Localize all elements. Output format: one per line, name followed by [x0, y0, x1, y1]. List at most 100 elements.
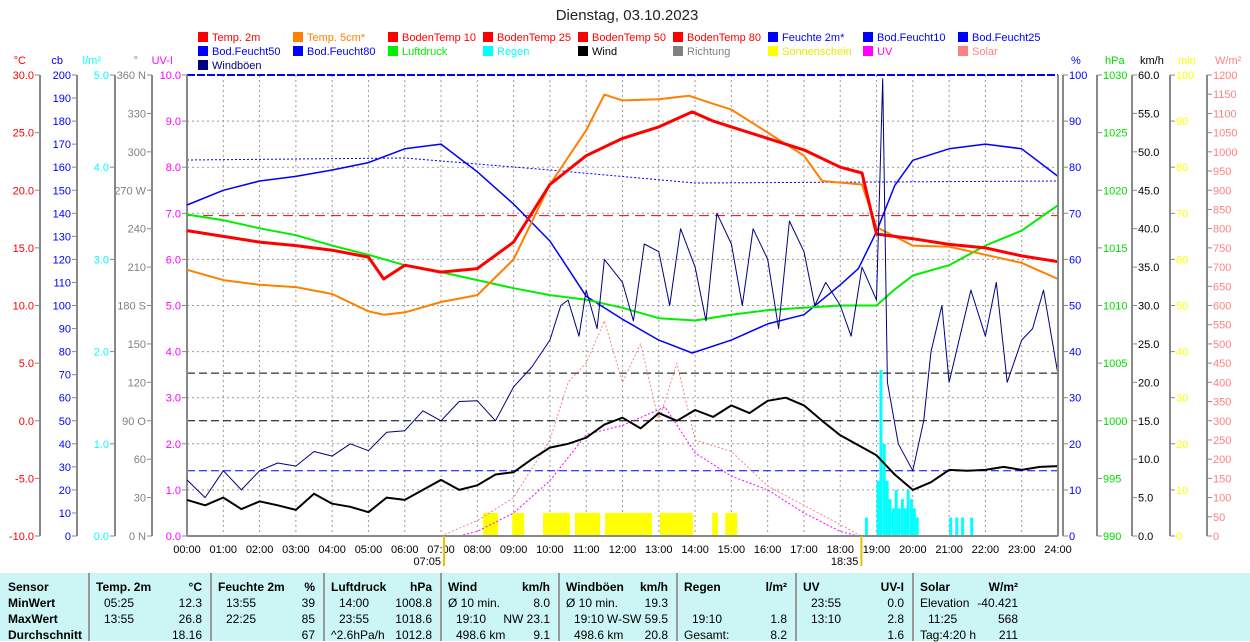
axis-unit-uv: UV-I: [152, 55, 173, 67]
axis-tick-label-hum: 70: [1069, 208, 1081, 220]
table-cell: -40.421: [977, 596, 1018, 610]
rain-bar: [882, 443, 886, 536]
table-cell: 1.6: [887, 628, 904, 642]
x-tick-label: 20:00: [899, 544, 927, 556]
x-tick-label: 15:00: [718, 544, 746, 556]
table-cell: 19:10: [692, 612, 723, 626]
table-cell: 9.1: [533, 628, 550, 642]
axis-tick-label-cb: 60: [59, 393, 71, 405]
axis-tick-label-temp: 5.0: [19, 358, 34, 370]
legend-label: Temp. 2m: [212, 32, 260, 44]
axis-tick-label-sun: 0: [1176, 531, 1182, 543]
table-column: UV UV-I 23:55 0.0 13:10 2.8 1.6: [797, 573, 914, 642]
x-tick-label: 22:00: [972, 544, 1000, 556]
axis-tick-label-press: 1005: [1103, 358, 1127, 370]
axis-tick-label-hum: 60: [1069, 254, 1081, 266]
grid: [186, 74, 1059, 536]
axis-tick-label-temp: 0.0: [19, 416, 34, 428]
legend-swatch: [578, 32, 588, 42]
axis-tick-label-dir: 180 S: [117, 301, 146, 313]
axis-unit-temp: °C: [14, 55, 26, 67]
table-column: Temp. 2m °C 05:25 12.3 13:55 26.8 18.16: [90, 573, 212, 642]
axis-tick-label-hum: 90: [1069, 116, 1081, 128]
series-temp-5cm-: [186, 93, 1059, 316]
legend-swatch: [768, 46, 778, 56]
table-cell: 19.3: [644, 596, 668, 610]
axis-tick-label-solar: 400: [1213, 377, 1231, 389]
legend-label: Bod.Feucht80: [307, 46, 376, 58]
axis-tick-label-cb: 40: [59, 439, 71, 451]
axis-tick-label-uv: 3.0: [166, 393, 181, 405]
table-cell: 8.0: [533, 596, 550, 610]
table-header: Durchschnitt: [8, 628, 83, 642]
table-header: UV-I: [880, 580, 904, 594]
axis-tick-label-dir: 150: [128, 339, 146, 351]
axis-tick-label-cb: 80: [59, 347, 71, 359]
axes: °C 30.0 25.0 20.0 15.0 10.0 5.0 0.0 -5.0 -10.0 cb 2…: [9, 55, 1242, 543]
axis-tick-label-solar: 300: [1213, 416, 1231, 428]
axis-tick-label-cb: 10: [59, 508, 71, 520]
table-cell: 2.8: [887, 612, 904, 626]
x-tick-label: 10:00: [536, 544, 564, 556]
axis-unit-cb: cb: [51, 55, 63, 67]
axis-tick-label-cb: 90: [59, 324, 71, 336]
rain-bar: [970, 517, 974, 536]
sunshine-bar: [512, 512, 525, 536]
axis-tick-label-cb: 120: [53, 254, 71, 266]
table-column: Luftdruck hPa 14:00 1008.8 23:55 1018.6 ^2.6hP…: [325, 573, 442, 642]
x-tick-label: 00:00: [173, 544, 201, 556]
axis-tick-label-wind: 35.0: [1138, 262, 1159, 274]
rain-bar: [955, 517, 959, 536]
table-cell: NW 23.1: [503, 612, 550, 626]
legend-swatch: [293, 46, 303, 56]
table-header: l/m²: [765, 580, 787, 594]
axis-tick-label-dir: 360 N: [117, 70, 146, 82]
series-luftdruck: [186, 204, 1059, 322]
axis-tick-label-cb: 0: [65, 531, 71, 543]
table-header: Solar: [920, 580, 951, 594]
legend-swatch: [483, 32, 493, 42]
legend-label: Windböen: [212, 60, 262, 72]
table-header: km/h: [521, 580, 550, 594]
table-cell: 12.3: [178, 596, 202, 610]
table-cell: 11:25: [928, 612, 958, 626]
axis-tick-label-cb: 180: [53, 116, 71, 128]
table-column: Feuchte 2m% 13:55 39 22:25 85 67: [212, 573, 325, 642]
axis-tick-label-dir: 240: [128, 224, 146, 236]
axis-tick-label-press: 1030: [1103, 70, 1127, 82]
axis-tick-label-dir: 300: [128, 147, 146, 159]
table-cell: 23:55: [811, 596, 842, 610]
axis-unit-dir: °: [134, 55, 138, 67]
axis-tick-label-wind: 10.0: [1138, 454, 1159, 466]
table-cell: ^2.6hPa/h: [331, 628, 385, 642]
axis-tick-label-cb: 100: [53, 301, 71, 313]
axis-tick-label-solar: 100: [1213, 493, 1231, 505]
bars: [483, 370, 974, 536]
axis-tick-label-sun: 20: [1176, 439, 1188, 451]
rain-bar: [864, 517, 868, 536]
table-column: Windböen km/h Ø 10 min. 19.3 19:10 W-SW 59.5 4…: [560, 573, 678, 642]
rain-bar: [900, 499, 904, 536]
axis-tick-label-press: 1025: [1103, 128, 1127, 140]
table-cell: 211: [998, 628, 1018, 642]
axis-tick-label-rain: 4.0: [94, 162, 109, 174]
legend-swatch: [863, 46, 873, 56]
table-header: Windböen: [566, 580, 624, 594]
axis-tick-label-solar: 700: [1213, 262, 1231, 274]
table-cell: 19:10: [574, 612, 605, 626]
axis-tick-label-wind: 0.0: [1138, 531, 1153, 543]
legend-label: BodenTemp 10: [402, 32, 476, 44]
axis-tick-label-sun: 30: [1176, 393, 1188, 405]
legend-swatch: [863, 32, 873, 42]
axis-tick-label-hum: 50: [1069, 301, 1081, 313]
x-tick-label: 04:00: [318, 544, 346, 556]
table-cell: W-SW 59.5: [606, 612, 668, 626]
axis-tick-label-sun: 10: [1176, 485, 1188, 497]
legend-swatch: [388, 46, 398, 56]
axis-tick-label-solar: 150: [1213, 473, 1231, 485]
axis-tick-label-uv: 4.0: [166, 347, 181, 359]
axis-tick-label-solar: 1200: [1213, 70, 1237, 82]
x-tick-label: 08:00: [464, 544, 492, 556]
axis-tick-label-rain: 1.0: [94, 439, 109, 451]
legend-swatch: [198, 60, 208, 70]
